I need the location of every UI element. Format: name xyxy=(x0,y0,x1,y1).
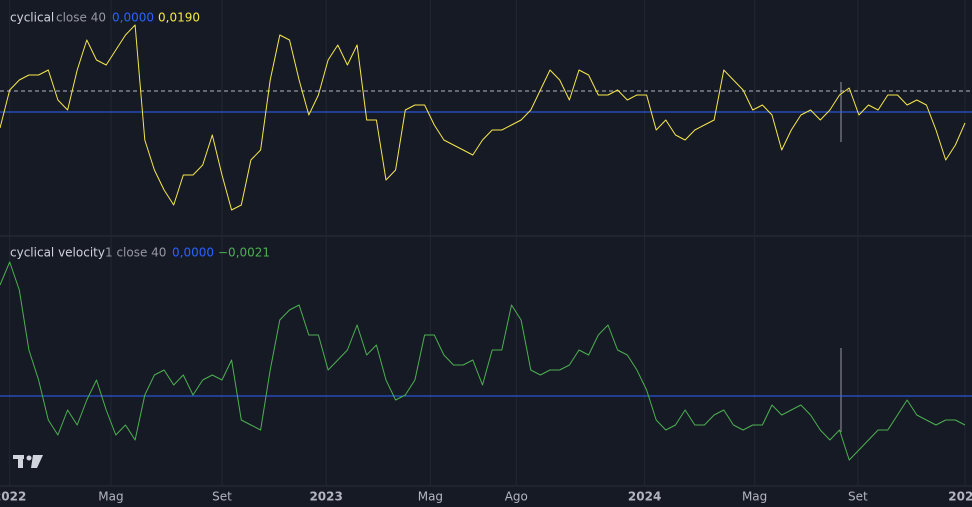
logo-part xyxy=(31,455,43,468)
x-tick-label: Set xyxy=(848,490,868,504)
logo xyxy=(13,455,43,468)
legend-value: −0,0021 xyxy=(218,246,270,260)
logo-part xyxy=(26,455,32,461)
x-tick-label: Mag xyxy=(418,490,443,504)
x-tick-label: 2023 xyxy=(309,490,342,504)
x-tick-label: 2024 xyxy=(628,490,661,504)
plots xyxy=(0,24,972,461)
indicator-inputs: 1 close 40 xyxy=(105,246,166,260)
legend-value: 0,0000 xyxy=(112,11,154,25)
x-tick-label: Mag xyxy=(98,490,123,504)
logo-part xyxy=(18,455,23,468)
x-tick-label: 2022 xyxy=(0,490,26,504)
x-tick-label: Mag xyxy=(742,490,767,504)
x-tick-label: Ago xyxy=(505,490,528,504)
legend-value: 0,0000 xyxy=(172,246,214,260)
x-tick-label: 2025 xyxy=(948,490,972,504)
indicator-inputs: close 40 xyxy=(56,11,106,25)
data-line xyxy=(0,261,966,461)
legend: cyclical close 40 0,0000 0,0190 cyclical… xyxy=(10,11,270,260)
legend-value: 0,0190 xyxy=(158,11,200,25)
x-tick-label: Set xyxy=(212,490,232,504)
x-axis: 2022 Mag Set 2023 Mag Ago 2024 Mag Set 2025 xyxy=(0,490,972,504)
data-line xyxy=(0,24,966,211)
indicator-title: cyclical xyxy=(10,11,54,25)
grid xyxy=(9,0,966,486)
indicator-title: cyclical velocity xyxy=(10,246,105,260)
